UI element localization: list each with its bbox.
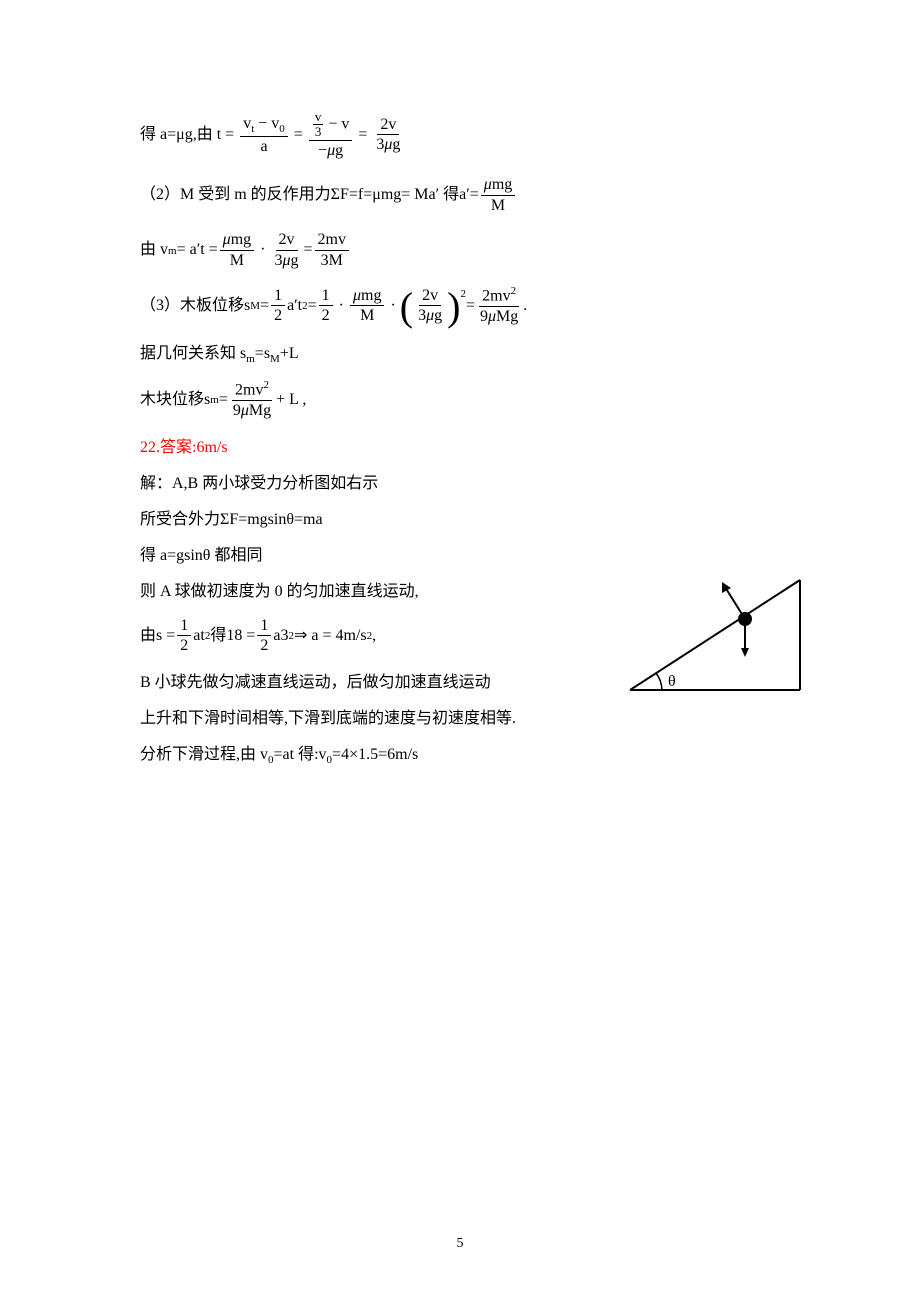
- sol-line-2: 所受合外力ΣF=mgsinθ=ma: [140, 508, 560, 532]
- sol-line-5: 由 s = 1 2 at2 得18 = 1 2 a32 ⇒ a = 4m/s2 …: [140, 616, 560, 657]
- eq1-frac1: vt − v0 a: [240, 114, 288, 158]
- page-number: 5: [457, 1236, 464, 1252]
- eq2-frac: μmg M: [481, 175, 515, 216]
- gravity-arrowhead-icon: [741, 648, 749, 657]
- normal-arrowhead-icon: [722, 582, 731, 593]
- normal-arrow-icon: [725, 587, 745, 619]
- eq2-prefix: （2）M 受到 m 的反作用力ΣF=f=μmg= Ma′ 得: [140, 185, 459, 206]
- right-paren-icon: ): [447, 287, 460, 327]
- equation-5: 木块位移 sm = 2mv2 9μMg + L ,: [140, 379, 800, 421]
- eq3-prefix: 由: [140, 240, 156, 261]
- eq1-frac3: 2v 3μg: [373, 115, 403, 156]
- equation-3: 由 vm = a′t = μmg M · 2v 3μg = 2mv 3M: [140, 230, 800, 271]
- eq5-prefix: 木块位移: [140, 390, 204, 411]
- equation-2: （2）M 受到 m 的反作用力ΣF=f=μmg= Ma′ 得 a′ = μmg …: [140, 175, 800, 216]
- answer-22: 22.答案:6m/s: [140, 436, 800, 460]
- sol-line-3: 得 a=gsinθ 都相同: [140, 544, 560, 568]
- sol-line-4: 则 A 球做初速度为 0 的匀加速直线运动,: [140, 580, 560, 604]
- equation-4: （3）木板位移 sM = 1 2 a′t2 = 1 2 · μmg M · ( …: [140, 285, 800, 327]
- theta-label: θ: [668, 673, 676, 690]
- left-paren-icon: (: [400, 287, 413, 327]
- eq1-frac2: v 3 − v −μg: [309, 110, 353, 161]
- incline-diagram: θ: [620, 560, 810, 705]
- equation-1: 得 a=μg,由 t = vt − v0 a = v 3 − v −μg = 2…: [140, 110, 800, 161]
- incline-svg: θ: [620, 560, 810, 700]
- sol-line-7: 上升和下滑时间相等,下滑到底端的速度与初速度相等.: [140, 707, 800, 731]
- eq4-prefix: （3）木板位移: [140, 296, 244, 317]
- angle-arc-icon: [656, 673, 662, 690]
- sol-line-8: 分析下滑过程,由 v0=at 得:v0=4×1.5=6m/s: [140, 743, 800, 769]
- geom-relation: 据几何关系知 sm=sM+L: [140, 342, 800, 368]
- sol-line-1: 解：A,B 两小球受力分析图如右示: [140, 472, 560, 496]
- eq1-prefix: 得 a=μg,由: [140, 125, 213, 146]
